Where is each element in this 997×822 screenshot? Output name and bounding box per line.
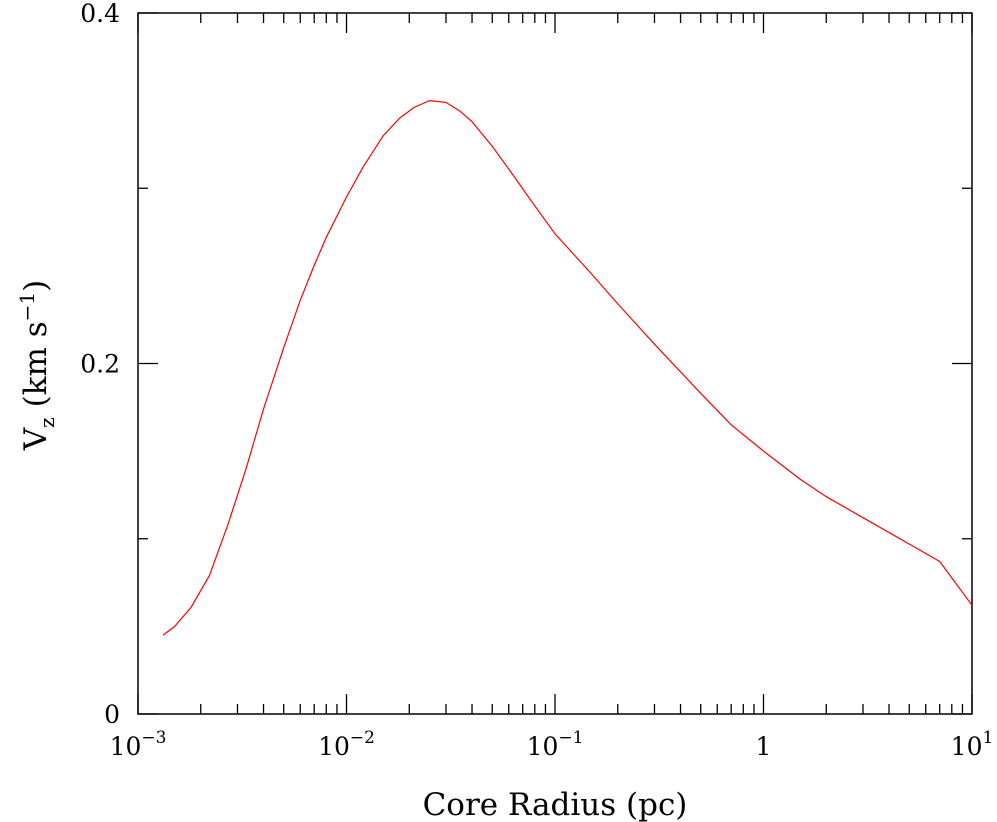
x-tick-label: 10−2 xyxy=(318,728,375,761)
x-tick-label: 101 xyxy=(951,728,994,761)
series-line xyxy=(162,99,973,636)
y-axis-units-prefix: (km s xyxy=(18,321,54,417)
x-axis-title: Core Radius (pc) xyxy=(423,787,688,822)
y-tick-label: 0 xyxy=(104,700,120,729)
x-tick-label: 1 xyxy=(756,732,772,761)
y-tick-label: 0.4 xyxy=(80,0,120,28)
y-tick-label: 0.2 xyxy=(80,350,120,379)
x-tick-label: 10−3 xyxy=(110,728,167,761)
plot-frame xyxy=(137,12,973,715)
ticks xyxy=(137,12,973,715)
y-axis-units-suffix: ) xyxy=(18,280,54,292)
y-axis-base: V xyxy=(18,427,54,451)
x-tick-label: 10−1 xyxy=(527,728,584,761)
tick-labels: 10−3 10−2 10−1 1 101 0 0.2 0.4 xyxy=(80,0,993,761)
y-axis-title: Vz (km s−1) xyxy=(15,280,59,451)
y-axis-subscript: z xyxy=(35,417,59,428)
y-axis-units-exponent: −1 xyxy=(15,292,39,321)
